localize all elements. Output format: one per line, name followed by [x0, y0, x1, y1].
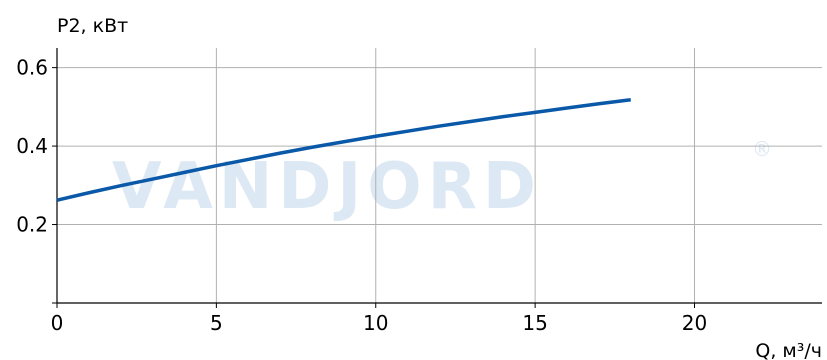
y-tick-label-0: 0.2 — [16, 213, 48, 237]
grid — [57, 48, 822, 303]
watermark-logo: VANDJORD — [112, 150, 542, 224]
ticks: 0 5 10 15 20 0.2 0.4 0.6 — [16, 56, 707, 335]
x-tick-label-3: 15 — [522, 311, 547, 335]
x-tick-label-4: 20 — [682, 311, 707, 335]
x-axis-label: Q, м³/ч — [755, 340, 822, 360]
y-axis-label: P2, кВт — [57, 15, 128, 37]
watermark-registered-mark: ® — [752, 137, 772, 161]
x-tick-label-2: 10 — [363, 311, 388, 335]
x-tick-label-0: 0 — [51, 311, 64, 335]
x-tick-label-1: 5 — [210, 311, 223, 335]
y-tick-label-1: 0.4 — [16, 134, 48, 158]
y-tick-label-2: 0.6 — [16, 56, 48, 80]
watermark: VANDJORD ® — [112, 137, 772, 224]
series-group — [56, 98, 631, 202]
series-line-0 — [56, 98, 631, 202]
